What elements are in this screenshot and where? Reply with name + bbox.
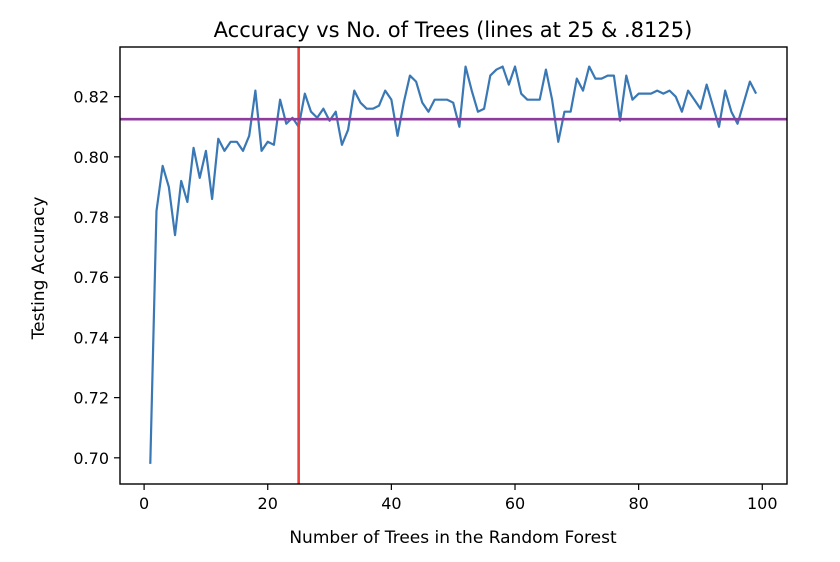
x-tick-label: 60 xyxy=(505,494,525,513)
x-tick-label: 80 xyxy=(628,494,648,513)
x-tick-label: 40 xyxy=(381,494,401,513)
y-tick-label: 0.76 xyxy=(73,268,109,287)
axes-frame xyxy=(119,46,788,485)
y-tick-label: 0.78 xyxy=(73,208,109,227)
chart-title: Accuracy vs No. of Trees (lines at 25 & … xyxy=(214,18,693,42)
series-line xyxy=(149,65,758,464)
y-axis-label: Testing Accuracy xyxy=(29,197,49,341)
x-tick-label: 100 xyxy=(747,494,778,513)
y-tick-label: 0.72 xyxy=(73,389,109,408)
y-tick-label: 0.70 xyxy=(73,449,109,468)
y-axis: 0.70 0.72 0.74 0.76 0.78 0.80 0.82 xyxy=(73,88,120,468)
x-tick-label: 20 xyxy=(258,494,278,513)
plot-area xyxy=(119,46,788,485)
x-axis-label: Number of Trees in the Random Forest xyxy=(289,528,617,548)
x-axis: 0 20 40 60 80 100 xyxy=(139,484,778,513)
y-tick-label: 0.82 xyxy=(73,88,109,107)
x-tick-label: 0 xyxy=(139,494,149,513)
y-tick-label: 0.80 xyxy=(73,148,109,167)
y-tick-label: 0.74 xyxy=(73,328,109,347)
